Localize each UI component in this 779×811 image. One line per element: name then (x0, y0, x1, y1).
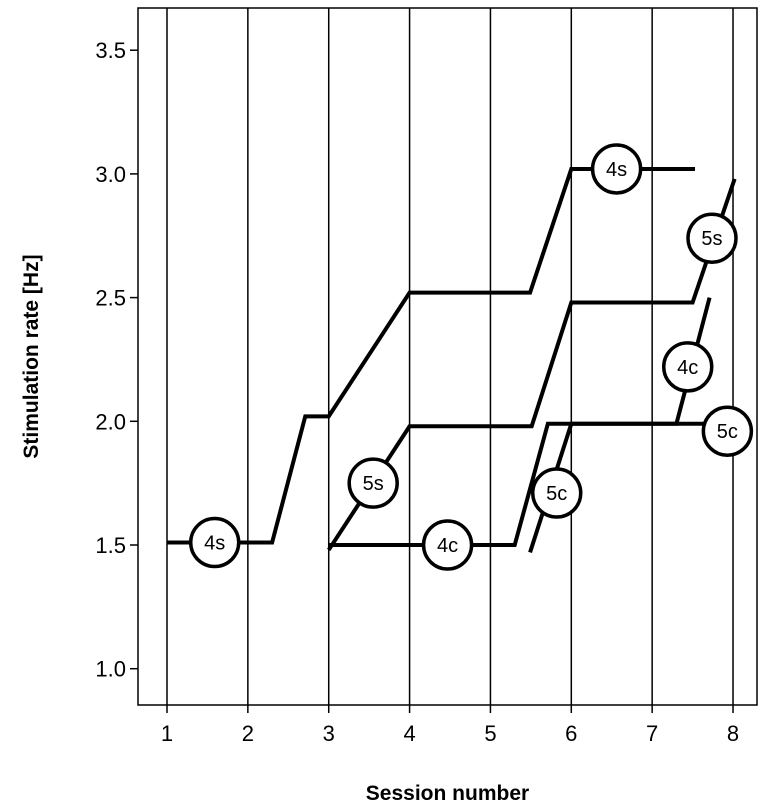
label-text: 4c (437, 535, 458, 557)
plot-frame (137, 7, 758, 706)
label-text: 5c (546, 483, 567, 505)
x-tick-label: 3 (323, 721, 335, 746)
series-label-5c: 5c (530, 467, 583, 519)
x-tick-label: 7 (646, 721, 658, 746)
x-tick-label: 4 (403, 721, 415, 746)
label-circle (686, 212, 738, 264)
label-circle (530, 467, 583, 519)
x-tick-label: 2 (242, 721, 254, 746)
series-label-4c: 4c (421, 519, 474, 571)
label-circle (590, 143, 643, 195)
label-circle (421, 519, 474, 571)
x-tick-label: 1 (161, 721, 173, 746)
label-text: 4s (606, 159, 627, 181)
series-label-4s: 4s (188, 516, 241, 569)
label-text: 4s (204, 533, 225, 555)
label-text: 5s (363, 473, 384, 495)
series-label-5s: 5s (347, 457, 399, 509)
y-tick-label: 2.0 (95, 409, 126, 434)
y-axis-label: Stimulation rate [Hz] (20, 254, 43, 458)
y-tick-label: 3.5 (95, 38, 126, 63)
y-tick-label: 3.0 (95, 162, 126, 187)
label-circle (347, 457, 399, 509)
x-tick-label: 6 (565, 721, 577, 746)
y-tick-label: 1.5 (95, 533, 126, 558)
y-tick-label: 2.5 (95, 286, 126, 311)
series-line-4s (167, 166, 696, 545)
label-circle (661, 341, 714, 393)
series-label-5c: 5c (701, 405, 754, 457)
label-text: 5s (701, 228, 722, 250)
series-label-4s: 4s (590, 143, 643, 195)
label-circle (701, 405, 754, 457)
series-line-5s (327, 178, 737, 552)
series-label-5s: 5s (686, 212, 738, 264)
y-tick-label: 1.0 (95, 657, 126, 682)
x-tick-label: 5 (484, 721, 496, 746)
label-circle (188, 516, 241, 569)
x-tick-label: 8 (727, 721, 739, 746)
series-label-4c: 4c (661, 341, 714, 393)
label-text: 5c (717, 421, 738, 443)
x-axis-label: Session number (366, 782, 529, 805)
label-text: 4c (677, 357, 698, 379)
